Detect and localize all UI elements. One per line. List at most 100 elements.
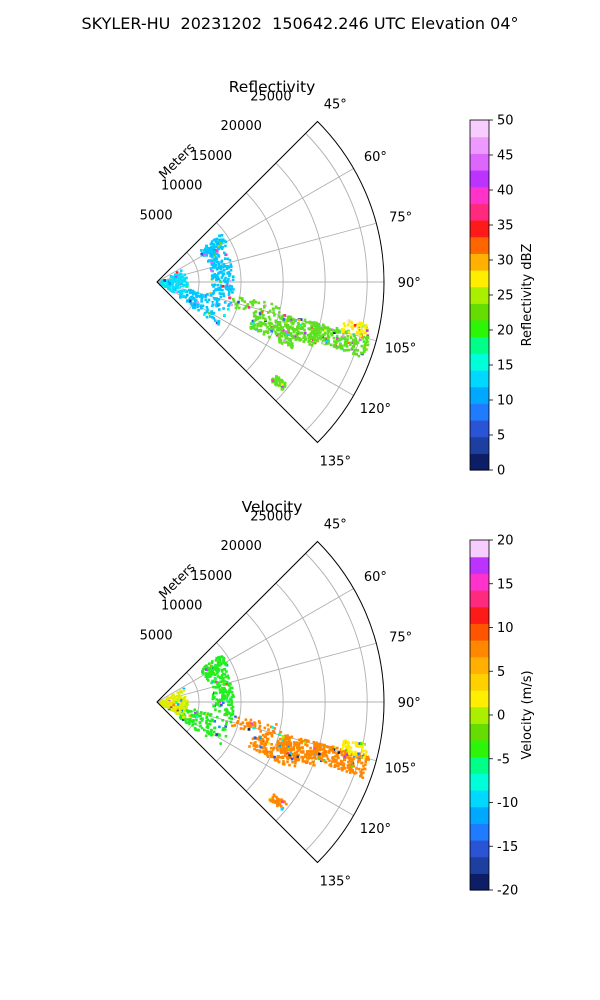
azimuth-gridline: [156, 588, 354, 703]
colorbar-segment: [470, 186, 489, 204]
colorbar-segment: [470, 656, 489, 674]
colorbar-segment: [470, 640, 489, 658]
colorbar-segment: [470, 120, 489, 138]
colorbar-segment: [470, 253, 489, 271]
azimuth-tick-label: 135°: [320, 454, 351, 469]
range-tick-label: 10000: [161, 599, 202, 614]
colorbar-segment: [470, 320, 489, 338]
colorbar-tick-label: 5: [497, 429, 505, 444]
colorbar-tick-label: 50: [497, 114, 514, 129]
colorbar-segment: [470, 153, 489, 171]
colorbar-segment: [470, 303, 489, 321]
colorbar-segment: [470, 386, 489, 404]
echo-layer: [159, 234, 370, 391]
colorbar-label: Reflectivity dBZ: [520, 244, 535, 347]
colorbar-segment: [470, 420, 489, 438]
colorbar-segment: [470, 690, 489, 708]
range-tick-label: 10000: [161, 179, 202, 194]
figure-title: SKYLER-HU 20231202 150642.246 UTC Elevat…: [81, 14, 519, 33]
colorbar-tick-label: 35: [497, 219, 514, 234]
range-tick-label: 25000: [250, 89, 291, 104]
colorbar-segment: [470, 270, 489, 288]
azimuth-gridline: [156, 222, 377, 283]
colorbar-segment: [470, 806, 489, 824]
colorbar-tick-label: -10: [497, 796, 518, 811]
range-tick-label: 5000: [140, 628, 173, 643]
colorbar-segment: [470, 623, 489, 641]
colorbar-segment: [470, 840, 489, 858]
colorbar-segment: [470, 856, 489, 874]
colorbar-segment: [470, 573, 489, 591]
colorbar-segment: [470, 203, 489, 221]
azimuth-tick-label: 90°: [398, 276, 421, 291]
colorbar-segment: [470, 740, 489, 758]
colorbar-tick-label: 15: [497, 577, 514, 592]
azimuth-gridline: [156, 168, 354, 283]
range-tick-label: 20000: [221, 119, 262, 134]
azimuth-tick-label: 120°: [360, 822, 391, 837]
colorbar-tick-label: 10: [497, 621, 514, 636]
colorbar-tick-label: -15: [497, 840, 518, 855]
azimuth-tick-label: 60°: [364, 570, 387, 585]
azimuth-tick-label: 45°: [324, 98, 347, 113]
range-tick-label: 20000: [221, 539, 262, 554]
colorbar-tick-label: 15: [497, 359, 514, 374]
colorbar-tick-label: 5: [497, 665, 505, 680]
velocity-panel: Velocity 45° 60° 75° 90° 105° 120° 135° 5000 1000…: [140, 498, 535, 899]
azimuth-tick-label: 75°: [389, 211, 412, 226]
sector-outline: [156, 120, 385, 444]
colorbar-tick-label: 0: [497, 709, 505, 724]
colorbar-segment: [470, 723, 489, 741]
colorbar-segment: [470, 673, 489, 691]
colorbar-segment: [470, 773, 489, 791]
azimuth-tick-label: 105°: [385, 761, 416, 776]
colorbar-tick-label: 10: [497, 394, 514, 409]
colorbar-segment: [470, 353, 489, 371]
colorbar-tick-label: 30: [497, 254, 514, 269]
colorbar-tick-label: 25: [497, 289, 514, 304]
azimuth-tick-label: 105°: [385, 341, 416, 356]
range-tick-label: 25000: [250, 509, 291, 524]
azimuth-tick-label: 135°: [320, 874, 351, 889]
echo-layer: [159, 655, 370, 811]
colorbar-tick-label: 40: [497, 184, 514, 199]
colorbar-segment: [470, 873, 489, 891]
range-tick-label: 15000: [191, 149, 232, 164]
colorbar-segment: [470, 540, 489, 558]
colorbar-segment: [470, 606, 489, 624]
colorbar-segment: [470, 236, 489, 254]
reflectivity-panel: Reflectivity 45° 60° 75° 90° 105° 120° 135° 5000…: [140, 78, 535, 479]
azimuth-gridline: [156, 701, 377, 762]
colorbar-segment: [470, 286, 489, 304]
colorbar-tick-label: 20: [497, 324, 514, 339]
colorbar-segment: [470, 370, 489, 388]
colorbar-tick-label: -5: [497, 752, 510, 767]
azimuth-tick-label: 120°: [360, 402, 391, 417]
azimuth-tick-label: 45°: [324, 518, 347, 533]
azimuth-tick-label: 75°: [389, 631, 412, 646]
colorbar-segment: [470, 790, 489, 808]
colorbar-segment: [470, 756, 489, 774]
colorbar-tick-label: -20: [497, 884, 518, 899]
sector-outline: [156, 540, 385, 864]
colorbar-tick-label: 20: [497, 534, 514, 549]
azimuth-tick-label: 90°: [398, 696, 421, 711]
azimuth-gridline: [156, 642, 377, 703]
range-tick-label: 15000: [191, 569, 232, 584]
colorbar-segment: [470, 556, 489, 574]
colorbar-segment: [470, 590, 489, 608]
panel-title: Reflectivity: [229, 78, 316, 96]
colorbar-segment: [470, 336, 489, 354]
colorbar-segment: [470, 136, 489, 154]
panel-title: Velocity: [242, 498, 303, 516]
colorbar-tick-label: 0: [497, 464, 505, 479]
range-tick-label: 5000: [140, 208, 173, 223]
colorbar-segment: [470, 453, 489, 471]
colorbar-tick-label: 45: [497, 149, 514, 164]
colorbar-segment: [470, 170, 489, 188]
azimuth-tick-label: 60°: [364, 150, 387, 165]
colorbar-label: Velocity (m/s): [520, 670, 535, 759]
colorbar-segment: [470, 436, 489, 454]
colorbar-segment: [470, 823, 489, 841]
